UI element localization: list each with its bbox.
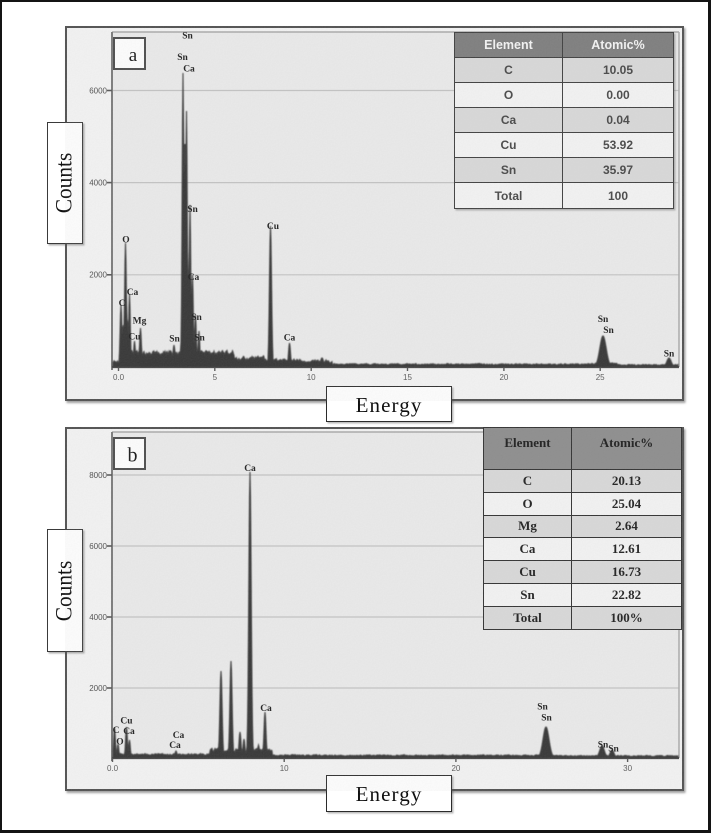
svg-text:Ca: Ca <box>169 741 181 751</box>
svg-text:20: 20 <box>451 764 460 773</box>
svg-text:Sn: Sn <box>608 745 619 755</box>
svg-text:Ca: Ca <box>123 727 135 737</box>
svg-text:Ca: Ca <box>260 704 272 714</box>
svg-text:C: C <box>113 726 120 736</box>
svg-text:2000: 2000 <box>89 684 107 693</box>
svg-text:10: 10 <box>280 764 289 773</box>
svg-text:Ca: Ca <box>244 464 256 474</box>
svg-text:4000: 4000 <box>89 613 107 622</box>
svg-text:O: O <box>116 738 123 748</box>
svg-text:6000: 6000 <box>89 542 107 551</box>
svg-text:0.0: 0.0 <box>107 764 119 773</box>
svg-text:8000: 8000 <box>89 471 107 480</box>
svg-text:Ca: Ca <box>173 731 185 741</box>
svg-text:Sn: Sn <box>541 714 552 724</box>
svg-text:30: 30 <box>623 764 632 773</box>
svg-text:Cu: Cu <box>120 717 133 727</box>
svg-text:Sn: Sn <box>537 703 548 713</box>
